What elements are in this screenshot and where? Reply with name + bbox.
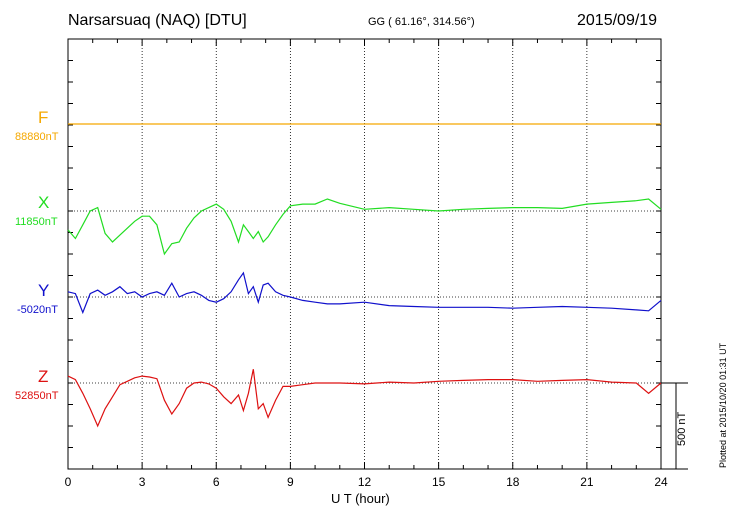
component-label-x: X	[38, 193, 50, 212]
component-label-z: Z	[38, 367, 49, 386]
geographic-coordinates: GG ( 61.16°, 314.56°)	[368, 16, 475, 28]
observation-date: 2015/09/19	[577, 12, 658, 29]
component-baseline-z: 52850nT	[15, 390, 59, 402]
x-tick-label: 0	[65, 475, 72, 489]
component-label-y: Y	[38, 281, 50, 300]
component-label-f: F	[38, 108, 49, 127]
component-baseline-y: -5020nT	[17, 304, 58, 316]
plotted-timestamp: Plotted at 2015/10/20 01:31 UT	[718, 342, 728, 468]
series-line-x	[67, 198, 662, 256]
scale-bar-label: 500 nT	[676, 411, 688, 446]
component-baseline-x: 11850nT	[15, 216, 58, 228]
x-tick-label: 6	[213, 475, 220, 489]
x-tick-label: 12	[358, 475, 372, 489]
x-tick-label: 24	[654, 475, 668, 489]
x-tick-label: 15	[432, 475, 446, 489]
station-title: Narsarsuaq (NAQ) [DTU]	[68, 12, 247, 29]
x-tick-label: 3	[139, 475, 146, 489]
series-line-y	[67, 271, 662, 315]
x-tick-label: 9	[287, 475, 294, 489]
component-baseline-f: 88880nT	[15, 131, 59, 143]
x-axis-label: U T (hour)	[331, 491, 390, 506]
x-tick-label: 18	[506, 475, 520, 489]
series-line-z	[67, 369, 662, 428]
plot-frame	[67, 38, 662, 470]
x-tick-label: 21	[580, 475, 594, 489]
